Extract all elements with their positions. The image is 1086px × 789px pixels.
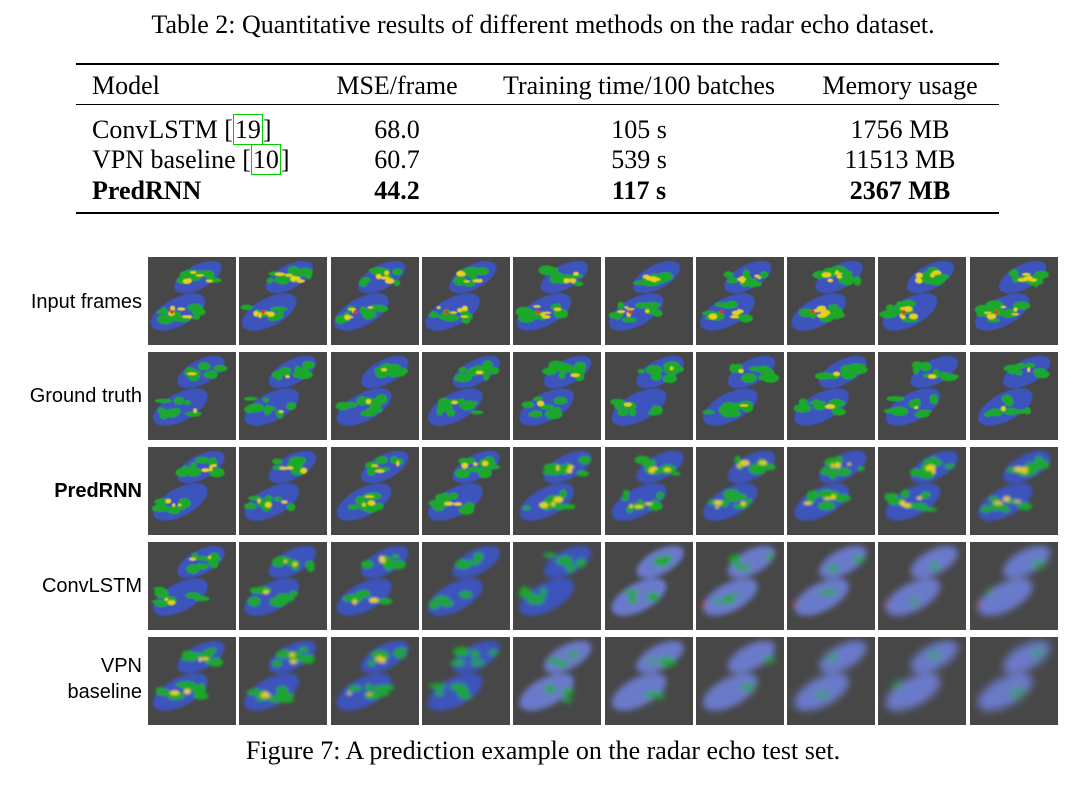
radar-frame xyxy=(513,257,601,345)
radar-frame xyxy=(148,447,236,535)
table-caption: Table 2: Quantitative results of differe… xyxy=(151,10,935,39)
radar-frame xyxy=(239,257,327,345)
radar-frame xyxy=(605,352,693,440)
row-vpn-memory: 11513 MB xyxy=(844,145,956,174)
figure-caption: Figure 7: A prediction example on the ra… xyxy=(245,736,841,765)
prediction-frame-grid xyxy=(148,257,1061,725)
radar-frame xyxy=(878,352,966,440)
radar-frame xyxy=(696,542,784,630)
radar-frame xyxy=(331,637,419,725)
row-vpn-time: 539 s xyxy=(611,145,667,174)
citation-link[interactable]: 10 xyxy=(250,144,281,175)
row-label-convlstm: ConvLSTM xyxy=(41,575,142,597)
row-label-ground-truth: Ground truth xyxy=(29,385,142,407)
radar-frame xyxy=(331,542,419,630)
radar-frame xyxy=(422,447,510,535)
radar-frame xyxy=(787,352,875,440)
row-label-predrnn: PredRNN xyxy=(54,480,142,502)
model-name: VPN baseline xyxy=(92,145,236,174)
radar-frame xyxy=(422,637,510,725)
radar-frame xyxy=(696,352,784,440)
radar-frame xyxy=(513,637,601,725)
table-header-rule xyxy=(76,104,999,105)
radar-frame xyxy=(787,637,875,725)
radar-frame xyxy=(513,352,601,440)
radar-frame xyxy=(422,542,510,630)
radar-frame xyxy=(787,447,875,535)
radar-frame xyxy=(696,637,784,725)
row-convlstm-mse: 68.0 xyxy=(374,115,420,144)
radar-frame xyxy=(605,542,693,630)
radar-frame xyxy=(605,637,693,725)
citation-link[interactable]: 19 xyxy=(232,114,263,145)
radar-frame xyxy=(239,542,327,630)
radar-frame xyxy=(787,257,875,345)
radar-frame xyxy=(696,447,784,535)
radar-frame xyxy=(787,542,875,630)
radar-frame xyxy=(148,637,236,725)
radar-frame xyxy=(513,542,601,630)
row-predrnn-time: 117 s xyxy=(611,176,667,205)
row-convlstm-time: 105 s xyxy=(611,115,667,144)
table-bottom-rule xyxy=(76,212,999,214)
radar-frame xyxy=(513,447,601,535)
radar-frame xyxy=(331,257,419,345)
radar-frame xyxy=(239,447,327,535)
row-convlstm-model: ConvLSTM [19] xyxy=(92,114,272,145)
radar-frame xyxy=(605,447,693,535)
row-vpn-mse: 60.7 xyxy=(374,145,420,174)
model-name: ConvLSTM xyxy=(92,115,218,144)
radar-frame xyxy=(970,542,1058,630)
radar-frame xyxy=(878,257,966,345)
radar-frame xyxy=(878,637,966,725)
header-time: Training time/100 batches xyxy=(502,71,776,100)
table-top-rule xyxy=(76,63,999,65)
row-label-input-frames: Input frames xyxy=(30,291,142,313)
row-predrnn-memory: 2367 MB xyxy=(849,176,951,205)
row-vpn-model: VPN baseline [10] xyxy=(92,144,290,175)
radar-frame xyxy=(970,352,1058,440)
radar-frame xyxy=(878,542,966,630)
radar-frame xyxy=(970,257,1058,345)
radar-frame xyxy=(422,352,510,440)
header-mse: MSE/frame xyxy=(336,71,458,100)
row-predrnn-mse: 44.2 xyxy=(374,176,420,205)
radar-frame xyxy=(239,637,327,725)
radar-frame xyxy=(605,257,693,345)
radar-frame xyxy=(878,447,966,535)
radar-frame xyxy=(331,447,419,535)
radar-frame xyxy=(970,637,1058,725)
radar-frame xyxy=(331,352,419,440)
radar-frame xyxy=(696,257,784,345)
radar-frame xyxy=(148,352,236,440)
radar-frame xyxy=(239,352,327,440)
row-predrnn-model: PredRNN xyxy=(92,176,202,205)
radar-frame xyxy=(970,447,1058,535)
radar-frame xyxy=(148,257,236,345)
radar-frame xyxy=(422,257,510,345)
row-convlstm-memory: 1756 MB xyxy=(850,115,950,144)
radar-frame xyxy=(148,542,236,630)
header-memory: Memory usage xyxy=(822,71,978,100)
header-model: Model xyxy=(92,71,160,100)
row-label-vpn-baseline: VPN baseline xyxy=(67,655,142,703)
